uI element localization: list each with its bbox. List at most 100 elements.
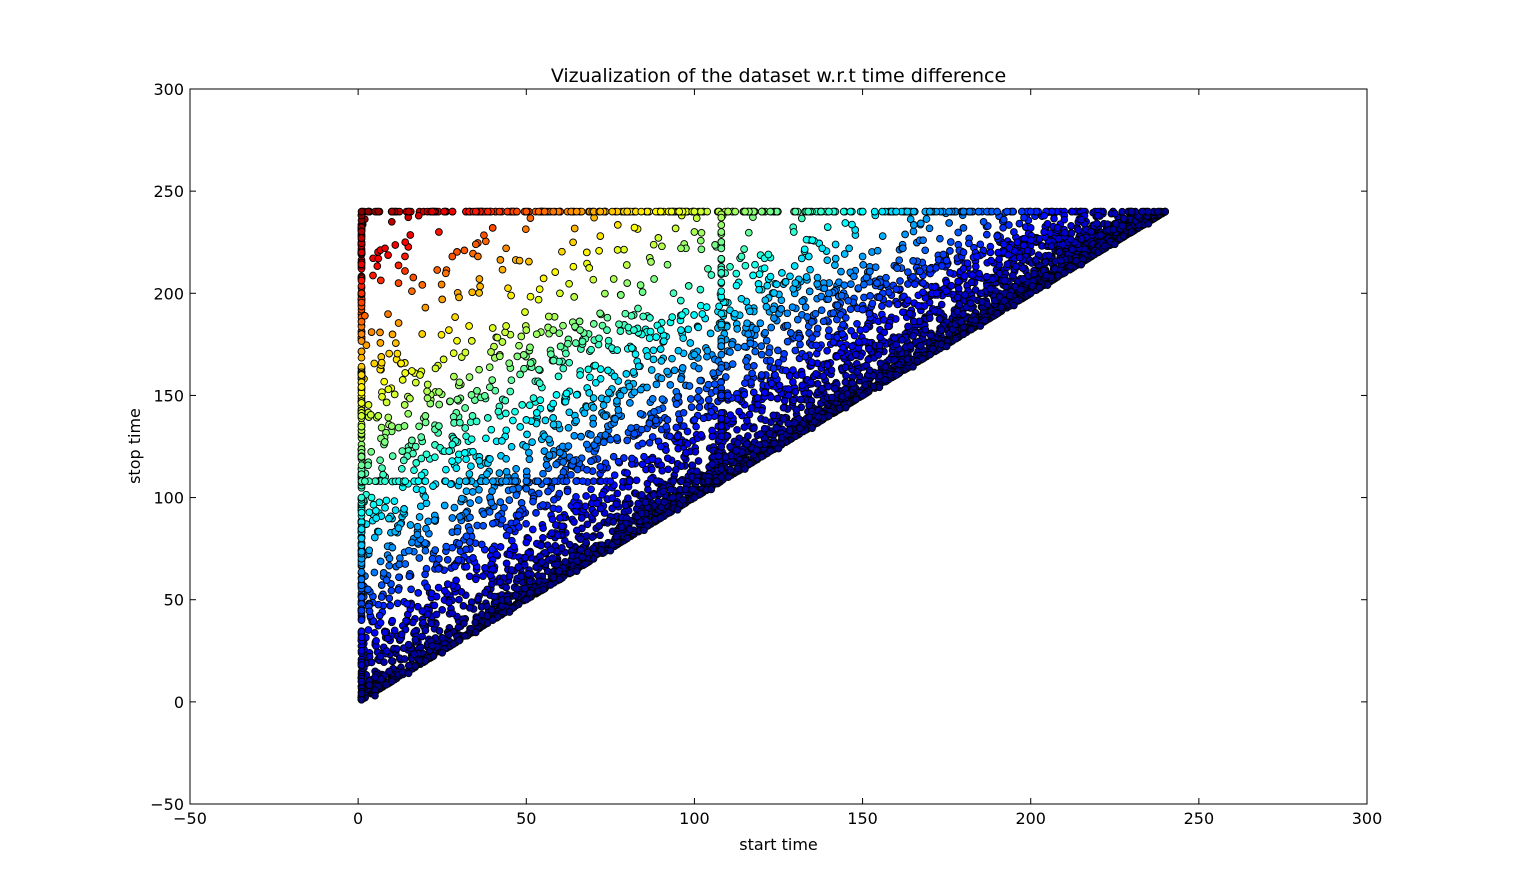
data-point xyxy=(706,329,715,338)
data-point xyxy=(439,355,448,364)
data-point xyxy=(637,491,646,499)
data-point xyxy=(847,280,855,288)
data-point xyxy=(801,352,810,361)
data-point xyxy=(496,256,505,264)
data-point xyxy=(589,275,598,284)
data-point xyxy=(376,557,385,566)
data-point xyxy=(418,486,427,494)
data-point xyxy=(757,342,766,350)
data-point xyxy=(509,416,517,425)
data-point xyxy=(916,267,924,276)
data-point xyxy=(624,494,632,503)
data-point xyxy=(978,298,986,306)
data-point xyxy=(410,650,418,659)
data-point xyxy=(735,407,743,416)
data-point xyxy=(480,391,489,400)
data-point xyxy=(946,238,955,246)
data-point xyxy=(488,545,496,554)
data-point xyxy=(395,573,403,582)
data-point xyxy=(1077,235,1086,243)
data-point xyxy=(421,493,430,502)
data-point xyxy=(1016,285,1025,294)
data-point xyxy=(525,257,533,266)
data-point xyxy=(596,374,605,383)
data-point xyxy=(374,527,383,536)
data-point xyxy=(555,489,564,498)
data-point xyxy=(585,264,594,272)
data-point xyxy=(573,557,581,566)
data-point xyxy=(431,364,440,373)
data-point xyxy=(505,496,514,504)
data-point xyxy=(427,619,436,628)
data-point xyxy=(401,252,409,261)
data-point xyxy=(715,302,723,311)
data-point xyxy=(567,470,575,479)
data-point xyxy=(483,414,492,422)
data-point xyxy=(549,356,558,365)
data-point xyxy=(769,364,778,373)
data-point xyxy=(468,288,477,297)
data-point xyxy=(945,219,953,227)
data-point xyxy=(386,601,395,610)
data-point xyxy=(571,339,580,347)
data-point xyxy=(401,267,409,275)
data-point xyxy=(795,424,804,433)
data-point xyxy=(391,506,400,515)
data-point xyxy=(670,366,679,375)
data-point xyxy=(475,275,484,283)
data-point xyxy=(1092,219,1101,228)
data-point xyxy=(871,263,880,272)
data-point xyxy=(406,231,415,239)
data-point xyxy=(668,313,677,321)
data-point xyxy=(1087,227,1095,236)
data-point xyxy=(455,512,464,521)
data-point xyxy=(501,328,509,337)
data-point xyxy=(428,641,437,650)
data-point xyxy=(1066,262,1075,271)
data-point xyxy=(485,508,494,516)
data-point xyxy=(922,215,931,223)
data-point xyxy=(780,350,788,358)
data-point xyxy=(488,376,497,384)
data-point xyxy=(398,376,407,384)
data-point xyxy=(376,276,385,285)
data-point xyxy=(552,460,560,469)
data-point xyxy=(697,430,705,439)
data-point xyxy=(797,254,806,263)
data-point xyxy=(742,357,750,365)
data-point xyxy=(711,241,719,249)
data-point xyxy=(377,423,386,432)
data-point xyxy=(947,281,956,290)
data-point xyxy=(572,492,580,501)
data-point xyxy=(454,555,463,564)
data-point xyxy=(678,495,687,504)
data-point xyxy=(909,317,918,326)
data-point xyxy=(421,570,429,579)
data-point xyxy=(1000,296,1009,305)
data-point xyxy=(672,423,681,432)
data-point xyxy=(1042,271,1051,280)
data-point xyxy=(591,378,600,387)
data-point xyxy=(498,515,507,524)
data-point xyxy=(600,438,608,447)
data-point xyxy=(421,418,430,427)
data-point xyxy=(676,296,685,305)
data-point xyxy=(460,246,469,255)
data-point xyxy=(376,652,385,661)
data-point xyxy=(721,373,730,381)
data-point xyxy=(959,310,967,318)
data-point xyxy=(812,370,820,378)
data-point xyxy=(517,332,526,341)
data-point xyxy=(876,333,885,342)
data-point xyxy=(385,667,393,676)
data-point xyxy=(382,647,391,655)
data-point xyxy=(732,269,741,278)
data-point xyxy=(831,261,839,269)
data-point xyxy=(390,390,399,399)
data-point xyxy=(935,315,944,323)
data-point xyxy=(828,393,836,402)
data-point xyxy=(498,265,507,274)
data-point xyxy=(442,465,450,474)
data-point xyxy=(746,459,754,468)
